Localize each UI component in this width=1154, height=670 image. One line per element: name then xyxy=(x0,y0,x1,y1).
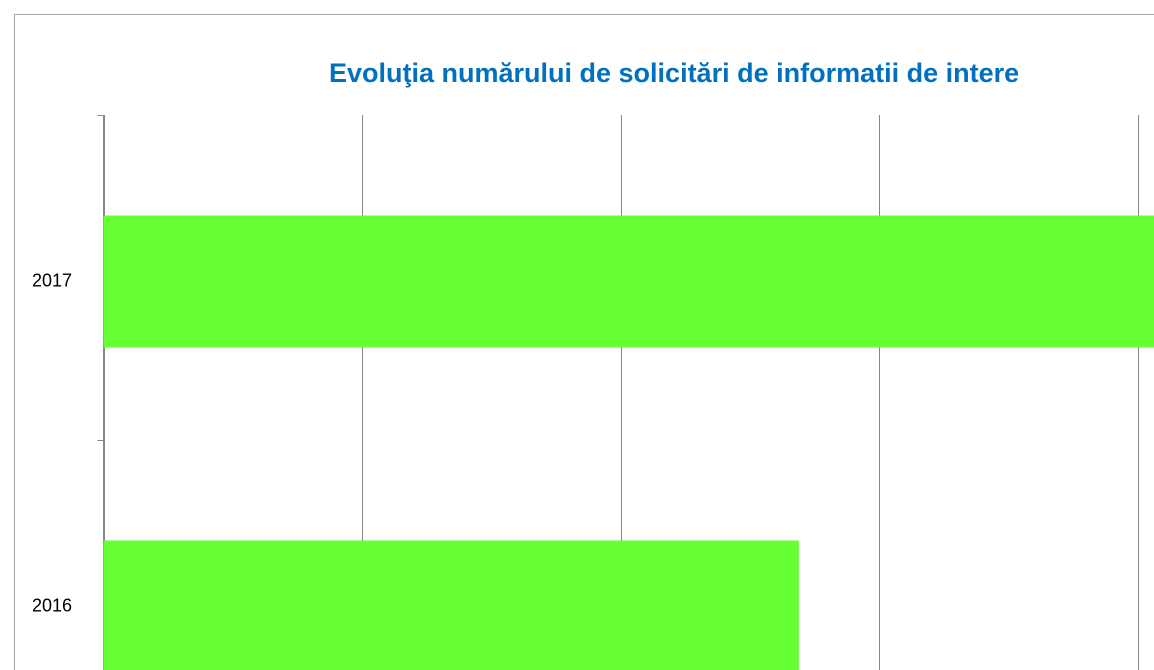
y-tick-label: 2016 xyxy=(32,595,72,615)
y-tick-label: 2017 xyxy=(32,270,72,290)
chart-title: Evoluţia numărului de solicitări de info… xyxy=(329,58,1019,88)
bar xyxy=(103,215,1154,348)
bar xyxy=(103,540,799,670)
